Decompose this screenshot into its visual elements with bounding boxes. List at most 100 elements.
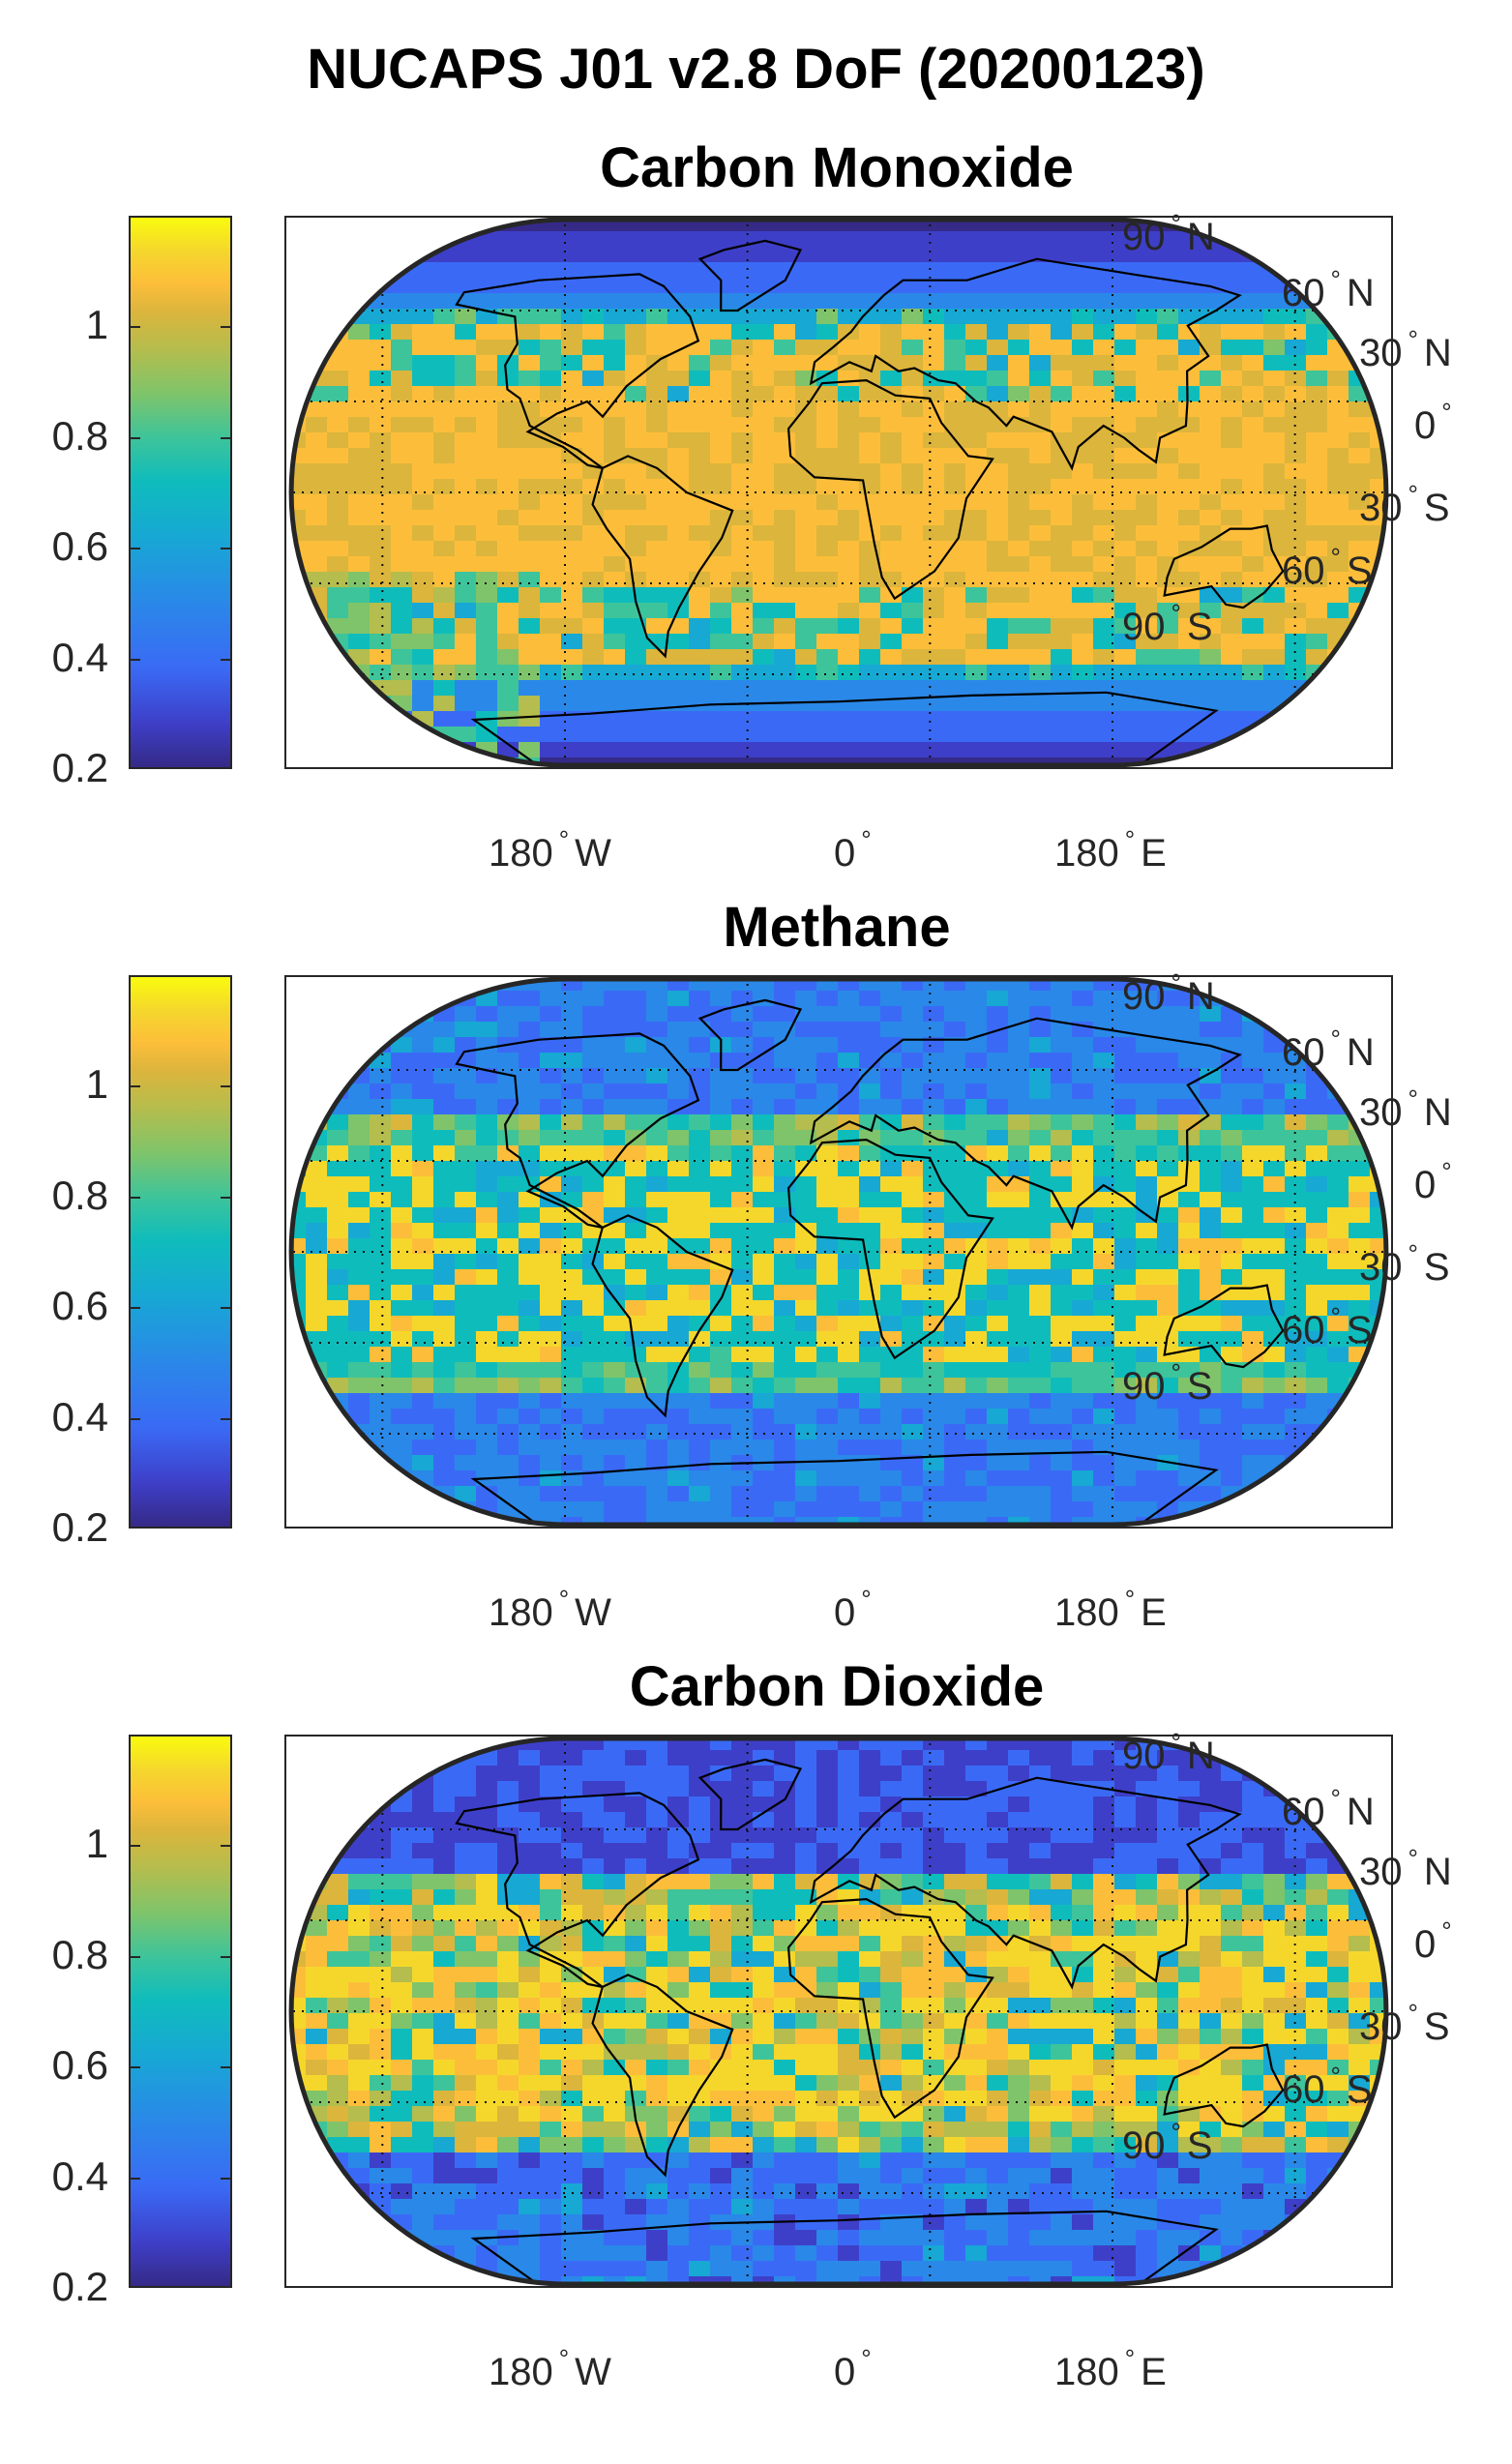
lat-label: 30 ° S [1359, 1999, 1450, 2048]
degree-symbol: ° [1171, 1358, 1181, 1387]
lon-label: 180 ° E [1054, 2344, 1167, 2393]
map-panel-2: Carbon Dioxide 0.2 0.4 0.6 0.8 1 90 ° N 60 ° N 30 ° N 0… [0, 1654, 1512, 2423]
colorbar-tick-mark [129, 1196, 140, 1199]
lon-label: 180 ° W [489, 2344, 611, 2393]
world-map [288, 976, 1389, 1528]
colorbar-tick-mark [221, 1955, 232, 1958]
lon-label: 0 ° [834, 825, 872, 875]
degree-symbol: ° [1124, 2344, 1136, 2373]
lat-label: 0 ° [1414, 1157, 1452, 1206]
lon-label: 180 ° E [1054, 825, 1167, 875]
figure-title: NUCAPS J01 v2.8 DoF (20200123) [307, 38, 1205, 101]
degree-symbol: ° [861, 2344, 872, 2373]
lat-label: 60 ° S [1282, 1302, 1373, 1351]
degree-symbol: ° [1441, 1916, 1452, 1945]
colorbar-tick-mark [221, 326, 232, 329]
colorbar-tick-label: 0.4 [51, 634, 108, 680]
colorbar-tick-mark [221, 2066, 232, 2069]
map-panel-0: Carbon Monoxide 0.2 0.4 0.6 0.8 1 90 ° N 60 ° N 30 ° N… [0, 135, 1512, 905]
colorbar [129, 975, 232, 1529]
colorbar-tick-mark [221, 658, 232, 661]
lat-label: 0 ° [1414, 1916, 1452, 1966]
panel-title: Methane [723, 896, 951, 959]
degree-symbol: ° [558, 825, 570, 854]
degree-symbol: ° [1408, 480, 1418, 509]
degree-symbol: ° [1330, 265, 1341, 294]
lat-label: 60 ° S [1282, 2062, 1373, 2111]
colorbar-tick-label: 0.8 [51, 412, 108, 459]
colorbar-tick-mark [221, 1845, 232, 1848]
colorbar-tick-label: 0.4 [51, 1393, 108, 1440]
lat-label: 30 ° S [1359, 1239, 1450, 1289]
colorbar-tick-mark [129, 1307, 140, 1310]
lon-label: 0 ° [834, 1585, 872, 1634]
colorbar-tick-mark [129, 326, 140, 329]
lon-label: 0 ° [834, 2344, 872, 2393]
lat-label: 60 ° N [1282, 1784, 1375, 1833]
degree-symbol: ° [1330, 1302, 1341, 1331]
degree-symbol: ° [1408, 1999, 1418, 2028]
degree-symbol: ° [1408, 325, 1418, 354]
graticule [291, 979, 1386, 1525]
axes-frame [284, 1735, 1393, 2288]
degree-symbol: ° [861, 825, 872, 854]
degree-symbol: ° [1171, 968, 1181, 997]
coastlines [455, 998, 1285, 1525]
panel-title: Carbon Monoxide [600, 136, 1074, 199]
colorbar-tick-mark [129, 2066, 140, 2069]
colorbar-tick-mark [221, 436, 232, 439]
colorbar-tick-mark [221, 1196, 232, 1199]
degree-symbol: ° [1441, 398, 1452, 427]
lat-label: 90 ° S [1122, 599, 1213, 648]
colorbar-tick-label: 0.2 [51, 1504, 108, 1550]
lat-label: 90 ° N [1122, 209, 1215, 258]
colorbar-tick-label: 0.6 [51, 523, 108, 570]
degree-symbol: ° [1408, 1844, 1418, 1873]
colorbar-tick-label: 1 [85, 1061, 108, 1108]
lat-label: 30 ° N [1359, 1084, 1452, 1134]
colorbar-tick-mark [129, 436, 140, 439]
lat-label: 60 ° S [1282, 543, 1373, 592]
degree-symbol: ° [1171, 2118, 1181, 2147]
lat-label: 90 ° S [1122, 2118, 1213, 2167]
colorbar-tick-label: 0.2 [51, 745, 108, 790]
colorbar-tick-label: 0.4 [51, 2152, 108, 2199]
coastlines [455, 239, 1285, 765]
colorbar-tick-label: 1 [85, 1821, 108, 1867]
colorbar [129, 1735, 232, 2288]
lat-label: 30 ° S [1359, 480, 1450, 529]
degree-symbol: ° [1330, 543, 1341, 572]
colorbar-tick-label: 0.8 [51, 1931, 108, 1977]
colorbar-tick-label: 0.6 [51, 2042, 108, 2089]
colorbar-tick-label: 0.6 [51, 1283, 108, 1329]
lat-label: 0 ° [1414, 398, 1452, 447]
degree-symbol: ° [1330, 1784, 1341, 1813]
lat-label: 30 ° N [1359, 1844, 1452, 1893]
colorbar-tick-mark [221, 1417, 232, 1420]
colorbar-tick-mark [221, 548, 232, 550]
colorbar-tick-label: 0.8 [51, 1172, 108, 1218]
globe-outline [288, 1736, 1389, 2287]
colorbar-tick-mark [129, 1955, 140, 1958]
degree-symbol: ° [1441, 1157, 1452, 1186]
lon-label: 180 ° W [489, 1585, 611, 1634]
degree-symbol: ° [1124, 1585, 1136, 1614]
graticule [291, 1738, 1386, 2284]
lat-label: 90 ° N [1122, 968, 1215, 1018]
world-map [288, 1736, 1389, 2287]
axes-frame [284, 975, 1393, 1529]
lat-label: 90 ° N [1122, 1728, 1215, 1777]
globe-outline [288, 217, 1389, 768]
graticule [291, 220, 1386, 765]
coastlines [455, 1758, 1285, 2284]
degree-symbol: ° [1171, 209, 1181, 238]
degree-symbol: ° [1408, 1239, 1418, 1268]
degree-symbol: ° [1330, 1024, 1341, 1054]
colorbar-tick-mark [221, 2177, 232, 2180]
degree-symbol: ° [1124, 825, 1136, 854]
degree-symbol: ° [1171, 599, 1181, 628]
panel-title: Carbon Dioxide [629, 1655, 1045, 1718]
degree-symbol: ° [1330, 2062, 1341, 2091]
degree-symbol: ° [1408, 1084, 1418, 1113]
colorbar-tick-label: 1 [85, 302, 108, 348]
